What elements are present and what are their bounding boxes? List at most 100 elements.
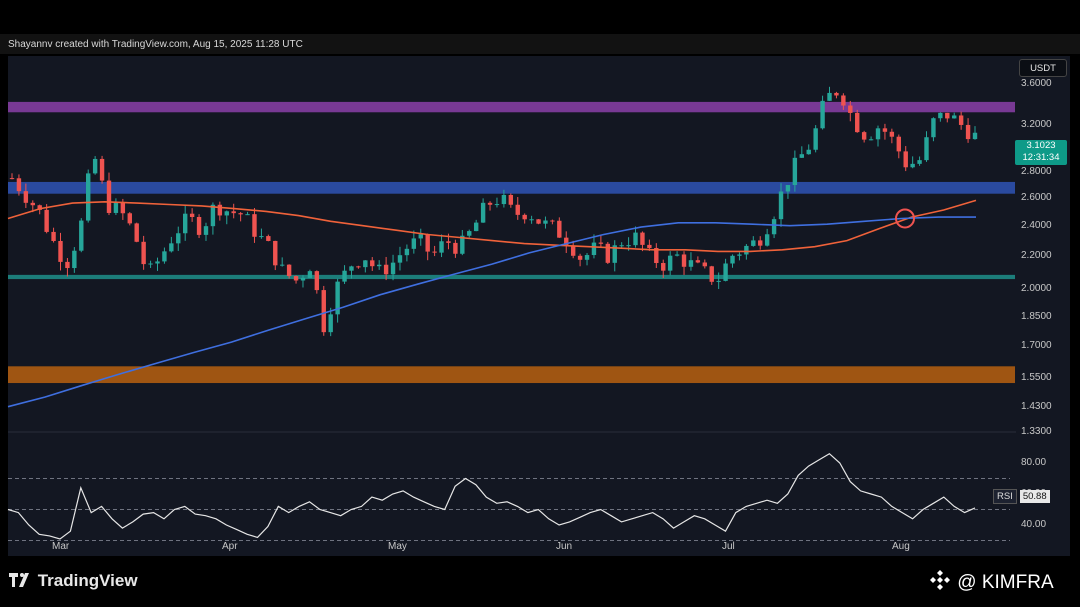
rsi-tick-label: 80.00 (1021, 457, 1047, 468)
candle-body-1 (16, 178, 22, 192)
candle-body-24 (176, 233, 181, 244)
candle-body-110 (771, 219, 777, 235)
candle-body-72 (508, 194, 514, 205)
candle-body-25 (183, 213, 188, 234)
candle-body-82 (577, 255, 583, 260)
candle-body-57 (404, 248, 410, 256)
last-price: 3.1023 (1026, 140, 1056, 151)
top-bar (0, 34, 1080, 54)
tradingview-logo[interactable]: TradingView (9, 571, 138, 591)
candle-body-119 (834, 92, 839, 96)
rsi-name: RSI (993, 489, 1017, 504)
candle-body-49 (349, 266, 354, 271)
candle-body-81 (570, 245, 576, 256)
price-tick-label: 1.3300 (1021, 426, 1052, 437)
candle-body-52 (370, 260, 375, 267)
candle-body-54 (383, 264, 389, 275)
candle-body-29 (210, 204, 216, 227)
candle-body-60 (425, 234, 430, 252)
candle-body-113 (792, 157, 798, 186)
candle-body-34 (245, 214, 250, 216)
candle-body-85 (598, 242, 604, 244)
candle-body-28 (203, 226, 209, 235)
candle-body-12 (92, 158, 98, 174)
candle-body-20 (148, 263, 153, 265)
candle-body-97 (681, 254, 687, 267)
price-tick-label: 1.7000 (1021, 340, 1052, 352)
price-tick-label: 3.2000 (1021, 119, 1052, 131)
candle-body-131 (917, 160, 922, 164)
candle-body-53 (376, 264, 382, 267)
candle-body-26 (189, 213, 195, 217)
candle-body-126 (882, 128, 888, 132)
candle-body-137 (958, 115, 964, 125)
candle-body-13 (99, 158, 105, 181)
candle-body-136 (952, 115, 957, 119)
candle-body-4 (37, 205, 42, 210)
candle-body-19 (141, 241, 146, 265)
candle-body-37 (266, 236, 271, 241)
candle-body-23 (169, 243, 174, 252)
candle-body-69 (487, 202, 493, 205)
candle-body-122 (855, 112, 860, 133)
candle-body-104 (730, 255, 735, 264)
price-tick-label: 1.4300 (1021, 400, 1052, 412)
candle-body-111 (778, 191, 784, 220)
candle-body-9 (72, 250, 77, 269)
candle-body-17 (127, 213, 132, 224)
candle-body-78 (550, 220, 555, 222)
candle-body-21 (155, 261, 160, 264)
rsi-value-badge: RSI 50.88 (993, 489, 1053, 504)
candle-body-38 (273, 240, 278, 266)
candle-body-48 (342, 270, 347, 282)
candle-body-134 (938, 112, 943, 119)
candle-body-6 (51, 231, 56, 241)
candle-body-120 (841, 95, 846, 106)
candle-body-98 (688, 260, 694, 267)
candle-body-93 (654, 247, 659, 264)
candle-body-101 (709, 266, 714, 282)
rsi-tick-label: 40.00 (1021, 519, 1047, 530)
candle-body-41 (293, 276, 299, 281)
candle-body-84 (591, 242, 597, 256)
candle-body-68 (480, 202, 486, 223)
candle-body-36 (259, 236, 264, 238)
candle-body-2 (23, 191, 29, 203)
candle-body-67 (473, 222, 479, 232)
candle-body-135 (945, 112, 950, 119)
candle-body-79 (557, 220, 562, 238)
candle-body-32 (231, 211, 236, 214)
kimfra-watermark: @ KIMFRA (928, 568, 1054, 594)
candle-body-35 (252, 214, 257, 237)
candle-body-83 (584, 255, 590, 260)
candle-body-0 (9, 178, 15, 180)
watermark-text: @ KIMFRA (957, 572, 1054, 593)
chart-panel[interactable] (8, 56, 1016, 556)
currency-label[interactable]: USDT (1019, 59, 1067, 77)
candle-body-86 (605, 243, 611, 263)
candle-body-40 (286, 264, 292, 277)
candle-body-30 (217, 204, 223, 216)
price-axis[interactable] (1016, 56, 1070, 556)
binance-icon (930, 570, 950, 590)
month-tick-label: Aug (892, 541, 910, 552)
candle-body-100 (702, 262, 708, 267)
month-tick-label: Mar (52, 541, 70, 552)
candle-body-65 (460, 235, 465, 254)
candle-body-64 (453, 242, 458, 254)
candle-body-96 (674, 254, 680, 256)
candle-body-91 (640, 232, 645, 245)
candle-body-63 (446, 241, 451, 243)
candle-body-133 (931, 118, 936, 138)
zone-1 (8, 181, 1015, 194)
candle-body-74 (522, 214, 527, 220)
candle-body-27 (196, 216, 202, 235)
candle-body-117 (820, 100, 825, 129)
candle-body-62 (439, 241, 444, 253)
candle-body-127 (889, 131, 895, 137)
zone-3 (8, 366, 1015, 384)
candle-body-128 (896, 136, 901, 152)
candle-body-5 (44, 209, 49, 232)
zone-2 (8, 274, 1015, 280)
